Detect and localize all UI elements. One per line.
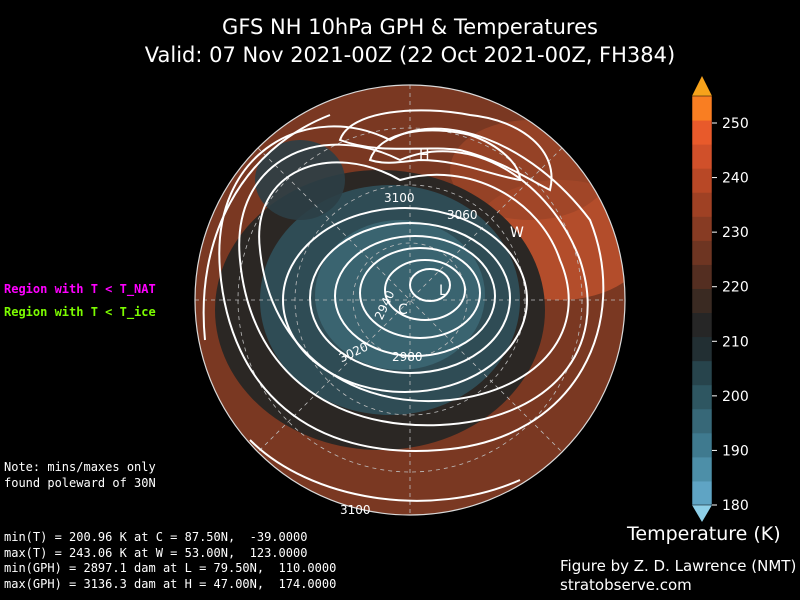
colorbar-segment xyxy=(692,384,712,410)
colorbar-segment xyxy=(692,360,712,386)
legend-ice: Region with T < T_ice xyxy=(4,305,156,319)
colorbar-segment xyxy=(692,120,712,145)
stat-line: max(T) = 243.06 K at W = 53.00N, 123.000… xyxy=(4,545,308,560)
colorbar-tick-label: 250 xyxy=(722,116,749,132)
contour-label: 3100 xyxy=(384,191,415,205)
colorbar-segment xyxy=(692,240,712,265)
note-line: found poleward of 30N xyxy=(4,475,156,490)
credit-site: stratobserve.com xyxy=(560,576,692,594)
colorbar-segment xyxy=(692,456,712,482)
stat-line: min(GPH) = 2897.1 dam at L = 79.50N, 110… xyxy=(4,561,337,575)
title-line-1: GFS NH 10hPa GPH & Temperatures xyxy=(222,15,598,39)
contour-label: 3060 xyxy=(447,208,478,222)
colorbar-extend-low xyxy=(692,505,712,522)
colorbar-segment xyxy=(692,264,712,289)
colorbar-tick-label: 180 xyxy=(722,498,749,514)
marker-h: H xyxy=(419,148,430,164)
contour-label: 2980 xyxy=(392,350,423,364)
colorbar-tick-label: 210 xyxy=(722,334,749,350)
colorbar-segment xyxy=(692,480,712,506)
note-line: Note: mins/maxes only xyxy=(4,460,156,474)
colorbar-tick-label: 190 xyxy=(722,443,749,459)
colorbar-segment xyxy=(692,432,712,458)
colorbar-segment xyxy=(692,96,712,121)
colorbar-segment xyxy=(692,312,712,338)
credit-author: Figure by Z. D. Lawrence (NMT) xyxy=(560,557,797,575)
colorbar-segment xyxy=(692,192,712,217)
title-line-2: Valid: 07 Nov 2021-00Z (22 Oct 2021-00Z,… xyxy=(144,43,676,67)
colorbar-segment xyxy=(692,216,712,241)
colorbar-label: Temperature (K) xyxy=(627,523,781,545)
map-boundary xyxy=(194,84,626,516)
legend-nat: Region with T < T_NAT xyxy=(4,282,156,296)
stat-line: max(GPH) = 3136.3 dam at H = 47.00N, 174… xyxy=(4,576,337,591)
stats: min(T) = 200.96 K at C = 87.50N, -39.000… xyxy=(4,530,336,592)
colorbar-tick-label: 240 xyxy=(722,171,749,187)
colorbar-segment xyxy=(692,288,712,314)
colorbar-segment xyxy=(692,408,712,434)
graticule xyxy=(195,85,625,515)
marker-l: L xyxy=(439,283,447,299)
gph-contours xyxy=(202,109,605,502)
colorbar-extend-high xyxy=(692,76,712,96)
colorbar-tick-label: 230 xyxy=(722,225,749,241)
stat-line: min(T) = 200.96 K at C = 87.50N, -39.000… xyxy=(4,530,308,544)
colorbar-segment xyxy=(692,336,712,362)
colorbar-tick-label: 200 xyxy=(722,389,749,405)
colorbar-segment xyxy=(692,168,712,193)
contour-label: 3100 xyxy=(340,503,371,517)
temperature-field-coldest xyxy=(315,220,485,370)
marker-c: C xyxy=(398,302,408,318)
marker-w: W xyxy=(510,225,524,241)
colorbar-tick-label: 220 xyxy=(722,280,749,296)
colorbar-segment xyxy=(692,144,712,169)
note: Note: mins/maxes only found poleward of … xyxy=(4,460,156,491)
